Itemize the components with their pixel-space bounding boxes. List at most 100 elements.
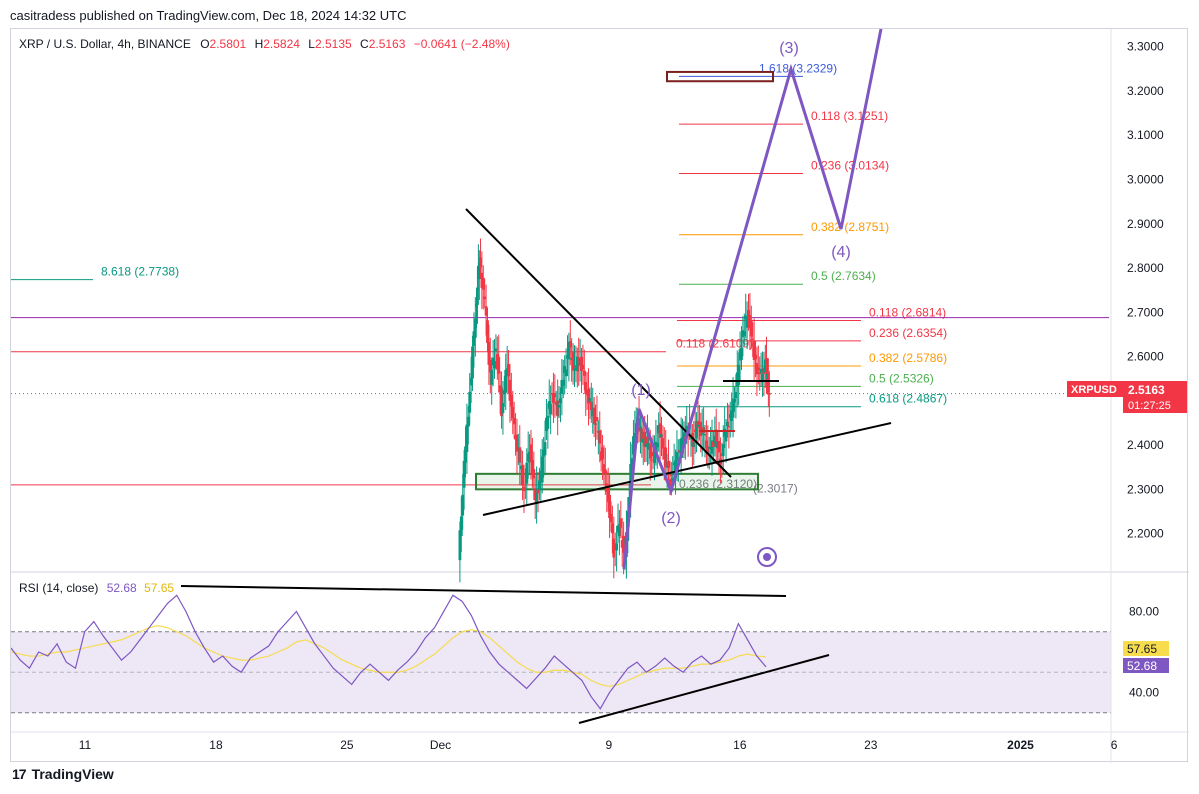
candle-body (501, 403, 505, 414)
candle-body (747, 310, 750, 319)
candle-body (669, 474, 673, 476)
candle-body (653, 449, 656, 464)
time-tick-label: 9 (606, 738, 613, 752)
candle-body (664, 447, 668, 467)
fib-left-label: 8.618 (2.7738) (101, 265, 179, 279)
candle-body (550, 393, 554, 395)
candle-body (557, 404, 561, 408)
candle-body (487, 342, 491, 365)
candle-body (508, 379, 512, 401)
candle-body (676, 457, 680, 462)
price-tick-label: 2.3000 (1127, 482, 1164, 496)
legend-symbol: XRP / U.S. Dollar, 4h, BINANCE (19, 37, 191, 51)
candle-body (728, 414, 732, 418)
candle-body (521, 465, 524, 486)
candle-body (606, 485, 610, 503)
candle-body (710, 440, 714, 454)
candle-body (616, 525, 620, 533)
rsi-legend-value: 52.68 (107, 581, 137, 595)
candle-body (459, 516, 463, 536)
footer-brand[interactable]: 17 TradingView (12, 766, 114, 782)
candle-body (589, 401, 593, 410)
footer-brand-label: TradingView (31, 766, 114, 782)
alert-marker-icon[interactable] (757, 547, 777, 567)
fib-mid-label: 0.118 (2.6109) (676, 337, 753, 351)
candle-body (536, 489, 540, 494)
candle-body (657, 425, 661, 434)
candle-body (483, 296, 487, 300)
wave-label-3: (3) (779, 40, 799, 57)
candle-body (674, 460, 677, 474)
legend-low: 2.5135 (315, 37, 352, 51)
candle-body (573, 365, 576, 371)
chart-canvas[interactable]: 8.618 (2.7738) 1.618 (3.2329) 0.118 (3.125… (11, 29, 1189, 763)
candle-body (690, 433, 694, 447)
candle-body (507, 364, 510, 377)
candle-body (759, 368, 763, 374)
candle-body (592, 407, 596, 425)
candle-body (761, 373, 764, 381)
candle-body (601, 447, 604, 459)
candle-body (491, 357, 495, 366)
candle-body (561, 379, 565, 386)
price-tick-label: 2.6000 (1127, 350, 1164, 364)
candle-body (582, 370, 586, 376)
candle-body (502, 390, 506, 395)
candle-body (468, 391, 472, 413)
candle-body (568, 341, 572, 348)
candle-body (469, 377, 473, 386)
fib-upper-0-label: 1.618 (3.2329) (759, 61, 837, 75)
ascending-trendline (482, 422, 892, 516)
elliott-wave-path (622, 29, 883, 570)
rsi-tick-label: 40.00 (1129, 686, 1159, 700)
candle-body (662, 448, 666, 460)
candle-body (518, 447, 522, 463)
candle-body (685, 425, 689, 432)
candle-body (505, 368, 509, 371)
candle-body (584, 382, 588, 394)
candle-body (766, 372, 770, 393)
legend-line: XRP / U.S. Dollar, 4h, BINANCE O2.5801 H… (19, 37, 510, 51)
candle-body (620, 540, 624, 548)
fib-bottom-1-label: (2.3017) (753, 482, 798, 496)
candle-body (598, 430, 602, 444)
candle-body (594, 423, 597, 425)
candle-body (484, 306, 488, 316)
candle-body (751, 338, 755, 340)
rsi-badges: 57.65 52.68 (1123, 641, 1169, 673)
rsi-tick-label: 80.00 (1129, 604, 1159, 618)
candle-body (472, 331, 476, 347)
candle-body (706, 446, 710, 454)
price-badge-price: 2.5163 (1128, 383, 1165, 397)
candle-body (535, 488, 539, 502)
support-zone-box (475, 472, 759, 491)
candle-body (734, 392, 738, 399)
candle-body (717, 440, 721, 453)
candle-body (665, 466, 669, 468)
candle-body (655, 442, 659, 448)
candle-body (514, 435, 517, 440)
fib-lower-4-label: 0.618 (2.4867) (869, 392, 947, 406)
candle-body (566, 355, 569, 359)
rsi-legend-ma: 57.65 (144, 581, 174, 595)
price-tick-label: 2.8000 (1127, 261, 1164, 275)
candle-body (705, 440, 708, 449)
fib-lower-0-label: 0.118 (2.6814) (869, 306, 946, 320)
fib-upper-1-label: 0.118 (3.1251) (811, 109, 888, 123)
rsi-line (11, 594, 767, 710)
candle-body (660, 434, 663, 438)
candle-body (740, 348, 743, 360)
candle-body (480, 272, 484, 288)
candle-body (479, 257, 482, 268)
candle-body (713, 435, 717, 444)
candle-body (697, 424, 701, 427)
candle-body (745, 315, 749, 328)
candle-body (512, 417, 516, 425)
candle-body (462, 460, 466, 488)
legend-l-label: L (308, 37, 315, 51)
candle-body (733, 398, 736, 403)
candle-body (546, 415, 550, 429)
price-tick-label: 2.9000 (1127, 217, 1164, 231)
candle-body (741, 330, 745, 338)
time-tick-label: 16 (733, 738, 747, 752)
